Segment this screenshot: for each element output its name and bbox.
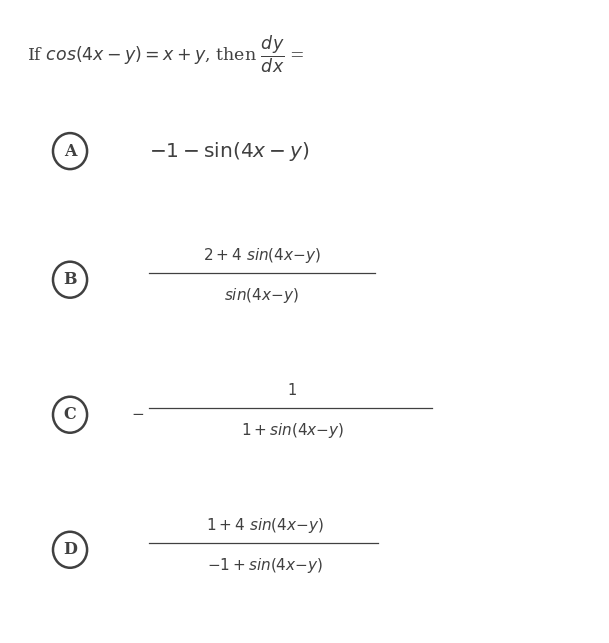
Text: D: D [63, 541, 77, 558]
Text: $1+4\ \mathit{sin}(4x{-}y)$: $1+4\ \mathit{sin}(4x{-}y)$ [206, 516, 324, 535]
Text: $-$: $-$ [131, 406, 144, 420]
Text: C: C [64, 406, 76, 423]
Text: $-1+\mathit{sin}(4x{-}y)$: $-1+\mathit{sin}(4x{-}y)$ [207, 556, 323, 575]
Text: A: A [64, 143, 76, 159]
Text: B: B [63, 271, 77, 288]
Text: If $\mathit{cos}(4x - y) = x + y$, then $\dfrac{dy}{dx}$ =: If $\mathit{cos}(4x - y) = x + y$, then … [27, 34, 305, 75]
Text: $\mathit{sin}(4x{-}y)$: $\mathit{sin}(4x{-}y)$ [225, 285, 299, 305]
Text: $1$: $1$ [287, 383, 297, 398]
Text: $2+4\ \mathit{sin}(4x{-}y)$: $2+4\ \mathit{sin}(4x{-}y)$ [203, 246, 321, 265]
Text: $-1 - \sin(4x - y)$: $-1 - \sin(4x - y)$ [149, 140, 310, 163]
Text: $1+\mathit{sin}(4x{-}y)$: $1+\mathit{sin}(4x{-}y)$ [241, 421, 344, 440]
